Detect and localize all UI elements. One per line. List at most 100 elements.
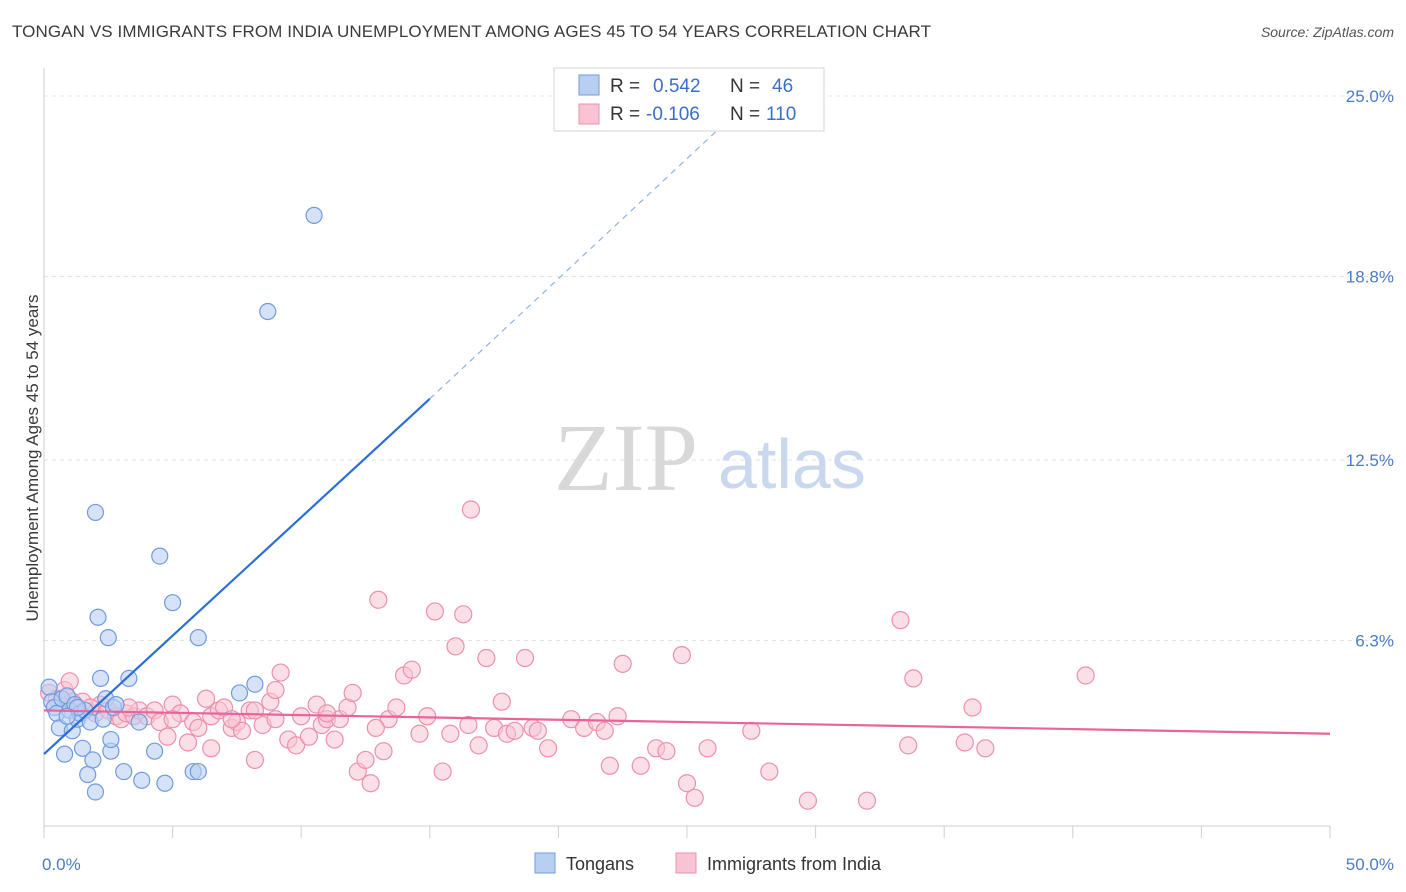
india-point-71 (515, 648, 535, 668)
india-point-60 (433, 762, 452, 781)
trend-lines (43, 110, 1331, 755)
india-point-97 (963, 698, 982, 717)
india-point-73 (528, 721, 547, 740)
india-point-88 (698, 739, 717, 758)
india-point-87 (685, 788, 704, 807)
legend-r-label-2: R = (610, 104, 640, 125)
india-point-108 (317, 704, 337, 723)
india-point-51 (369, 590, 388, 609)
india-point-64 (461, 500, 481, 519)
tongan-point-42 (259, 302, 277, 321)
legend-n-value-1: 46 (772, 76, 793, 97)
legend-box: R = 0.542 N = 46 R = -0.106 N = 110 (553, 67, 825, 132)
india-point-94 (899, 736, 918, 755)
india-point-18 (158, 727, 177, 746)
legend-r-value-1: 0.542 (653, 76, 701, 97)
india-point-98 (976, 739, 995, 758)
india-point-56 (402, 660, 421, 679)
tongan-point-18 (86, 783, 105, 801)
india-point-23 (189, 718, 208, 738)
source-credit: Source: ZipAtlas.com (1260, 24, 1394, 40)
x-tick-label-min: 0.0% (42, 855, 81, 874)
india-point-102 (202, 739, 221, 758)
bottom-legend: Tongans Immigrants from India (534, 852, 882, 874)
india-point-54 (387, 698, 406, 717)
tongan-point-20 (89, 608, 107, 626)
india-point-103 (266, 710, 285, 729)
legend-r-value-2: -0.106 (646, 104, 700, 125)
india-point-78 (595, 721, 614, 740)
tongan-point-30 (120, 669, 138, 688)
legend-n-label-2: N = (730, 104, 760, 125)
india-point-85 (672, 646, 691, 665)
india-point-79 (608, 707, 627, 726)
india-point-68 (492, 692, 511, 711)
tongan-point-28 (107, 696, 125, 714)
india-point-50 (361, 774, 380, 793)
india-point-90 (760, 762, 779, 781)
india-point-63 (454, 605, 473, 624)
tongan-point-39 (189, 629, 207, 647)
india-point-59 (425, 602, 445, 621)
tongan-trend-extension (429, 110, 739, 400)
tongan-point-43 (305, 206, 323, 224)
chart-title: TONGAN VS IMMIGRANTS FROM INDIA UNEMPLOY… (12, 22, 932, 41)
tongan-point-21 (91, 669, 110, 688)
india-point-52 (374, 742, 393, 761)
tongan-point-29 (115, 762, 133, 781)
india-point-70 (505, 721, 524, 740)
legend-swatch-tongans (578, 74, 600, 96)
legend-swatch-india (578, 103, 600, 125)
india-points (40, 500, 1095, 810)
india-point-3 (60, 672, 79, 691)
tongan-point-45 (58, 707, 76, 725)
india-point-89 (742, 721, 761, 740)
legend-n-label-1: N = (730, 76, 760, 97)
india-point-100 (459, 715, 478, 735)
tongan-point-35 (156, 774, 174, 792)
tongan-point-0 (40, 678, 58, 696)
india-point-65 (469, 736, 488, 755)
watermark-zip: ZIP (554, 404, 698, 511)
tongan-point-13 (73, 739, 92, 757)
tongan-point-34 (151, 547, 169, 565)
india-point-49 (356, 750, 375, 770)
india-point-93 (891, 611, 910, 630)
bottom-legend-swatch-india (675, 852, 697, 874)
india-point-47 (343, 683, 362, 703)
bottom-legend-tongans: Tongans (566, 854, 634, 874)
bottom-legend-swatch-tongans (534, 852, 556, 874)
india-trend-line (43, 709, 1331, 735)
y-tick-label-3: 25.0% (1346, 87, 1394, 106)
india-point-105 (163, 710, 182, 729)
grid-layer (44, 95, 1394, 642)
tongan-point-40 (230, 684, 249, 702)
tongan-point-31 (130, 713, 148, 731)
india-point-62 (446, 637, 465, 656)
tongan-point-33 (145, 742, 164, 760)
x-tick-label-max: 50.0% (1346, 855, 1394, 874)
y-tick-label-1: 12.5% (1346, 451, 1394, 470)
india-point-32 (245, 750, 265, 770)
tongan-point-19 (86, 503, 105, 522)
legend-n-value-2: 110 (766, 104, 796, 125)
tongan-point-15 (79, 765, 97, 784)
india-point-82 (631, 756, 650, 775)
india-point-81 (613, 654, 632, 673)
tongan-trend-line (43, 398, 431, 755)
india-point-74 (539, 739, 558, 758)
india-point-107 (245, 701, 265, 720)
tongan-point-38 (189, 762, 207, 781)
india-point-30 (232, 721, 252, 740)
watermark: ZIP atlas (554, 404, 866, 511)
india-point-38 (286, 736, 306, 755)
y-axis-label: Unemployment Among Ages 45 to 54 years (23, 295, 42, 622)
india-point-96 (955, 733, 974, 752)
india-point-95 (904, 669, 923, 688)
india-point-99 (1076, 666, 1095, 685)
india-point-57 (410, 724, 429, 743)
tongan-point-26 (102, 730, 120, 749)
india-point-24 (196, 689, 216, 708)
tongan-point-41 (246, 675, 264, 693)
